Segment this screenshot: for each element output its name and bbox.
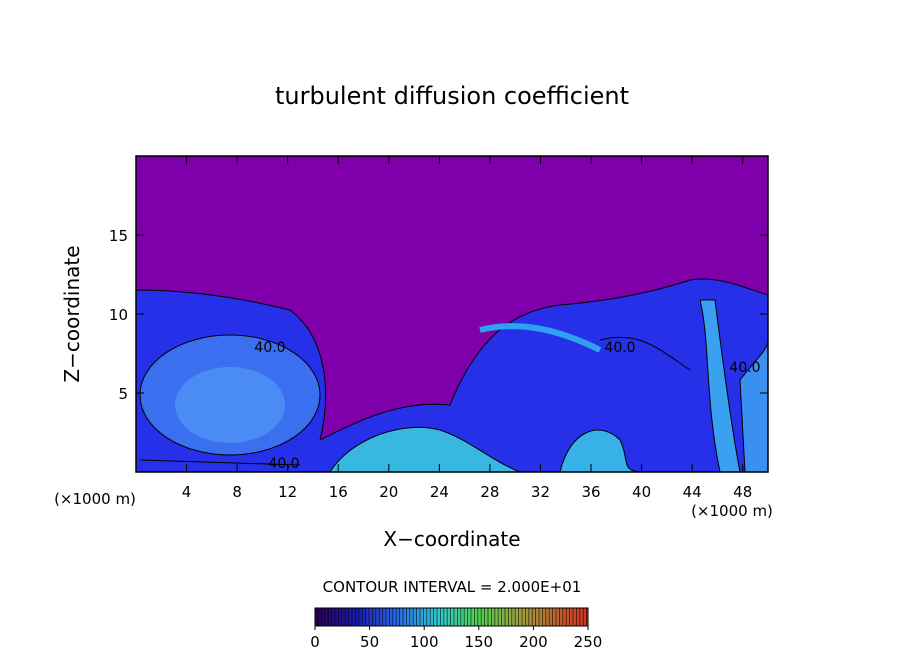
contour-label: 40.0 — [729, 360, 760, 376]
y-tick-label: 15 — [109, 227, 128, 245]
x-tick-label: 48 — [733, 483, 752, 501]
x-tick-label: 24 — [430, 483, 449, 501]
colorbar — [314, 607, 589, 627]
x-tick-label: 36 — [581, 483, 600, 501]
x-tick-label: 20 — [379, 483, 398, 501]
x-tick-label: 44 — [683, 483, 702, 501]
contour-interval: CONTOUR INTERVAL = 2.000E+01 — [323, 578, 582, 596]
x-tick-label: 12 — [278, 483, 297, 501]
field — [136, 156, 768, 472]
y-tick-label: 5 — [118, 385, 128, 403]
x-tick-label: 8 — [232, 483, 242, 501]
contour-label: 40.0 — [268, 456, 299, 472]
x-tick-label: 16 — [329, 483, 348, 501]
x-tick-label: 28 — [480, 483, 499, 501]
y-unit: (×1000 m) — [54, 490, 136, 508]
chart-title: turbulent diffusion coefficient — [275, 82, 629, 110]
colorbar-tick-label: 150 — [464, 633, 493, 651]
contour-label: 40.0 — [254, 340, 285, 356]
colorbar-tick-label: 200 — [519, 633, 548, 651]
x-tick-label: 40 — [632, 483, 651, 501]
colorbar-tick-label: 250 — [574, 633, 603, 651]
colorbar-tick-label: 0 — [310, 633, 320, 651]
colorbar-stripes — [317, 608, 587, 626]
y-tick-label: 10 — [109, 306, 128, 324]
x-tick-label: 4 — [182, 483, 192, 501]
x-unit: (×1000 m) — [691, 502, 773, 520]
colorbar-tick-label: 50 — [360, 633, 379, 651]
x-axis-label: X−coordinate — [383, 527, 520, 551]
contour-label: 40.0 — [604, 340, 635, 356]
y-axis-label: Z−coordinate — [60, 245, 84, 382]
x-tick-label: 32 — [531, 483, 550, 501]
colorbar-tick-label: 100 — [410, 633, 439, 651]
